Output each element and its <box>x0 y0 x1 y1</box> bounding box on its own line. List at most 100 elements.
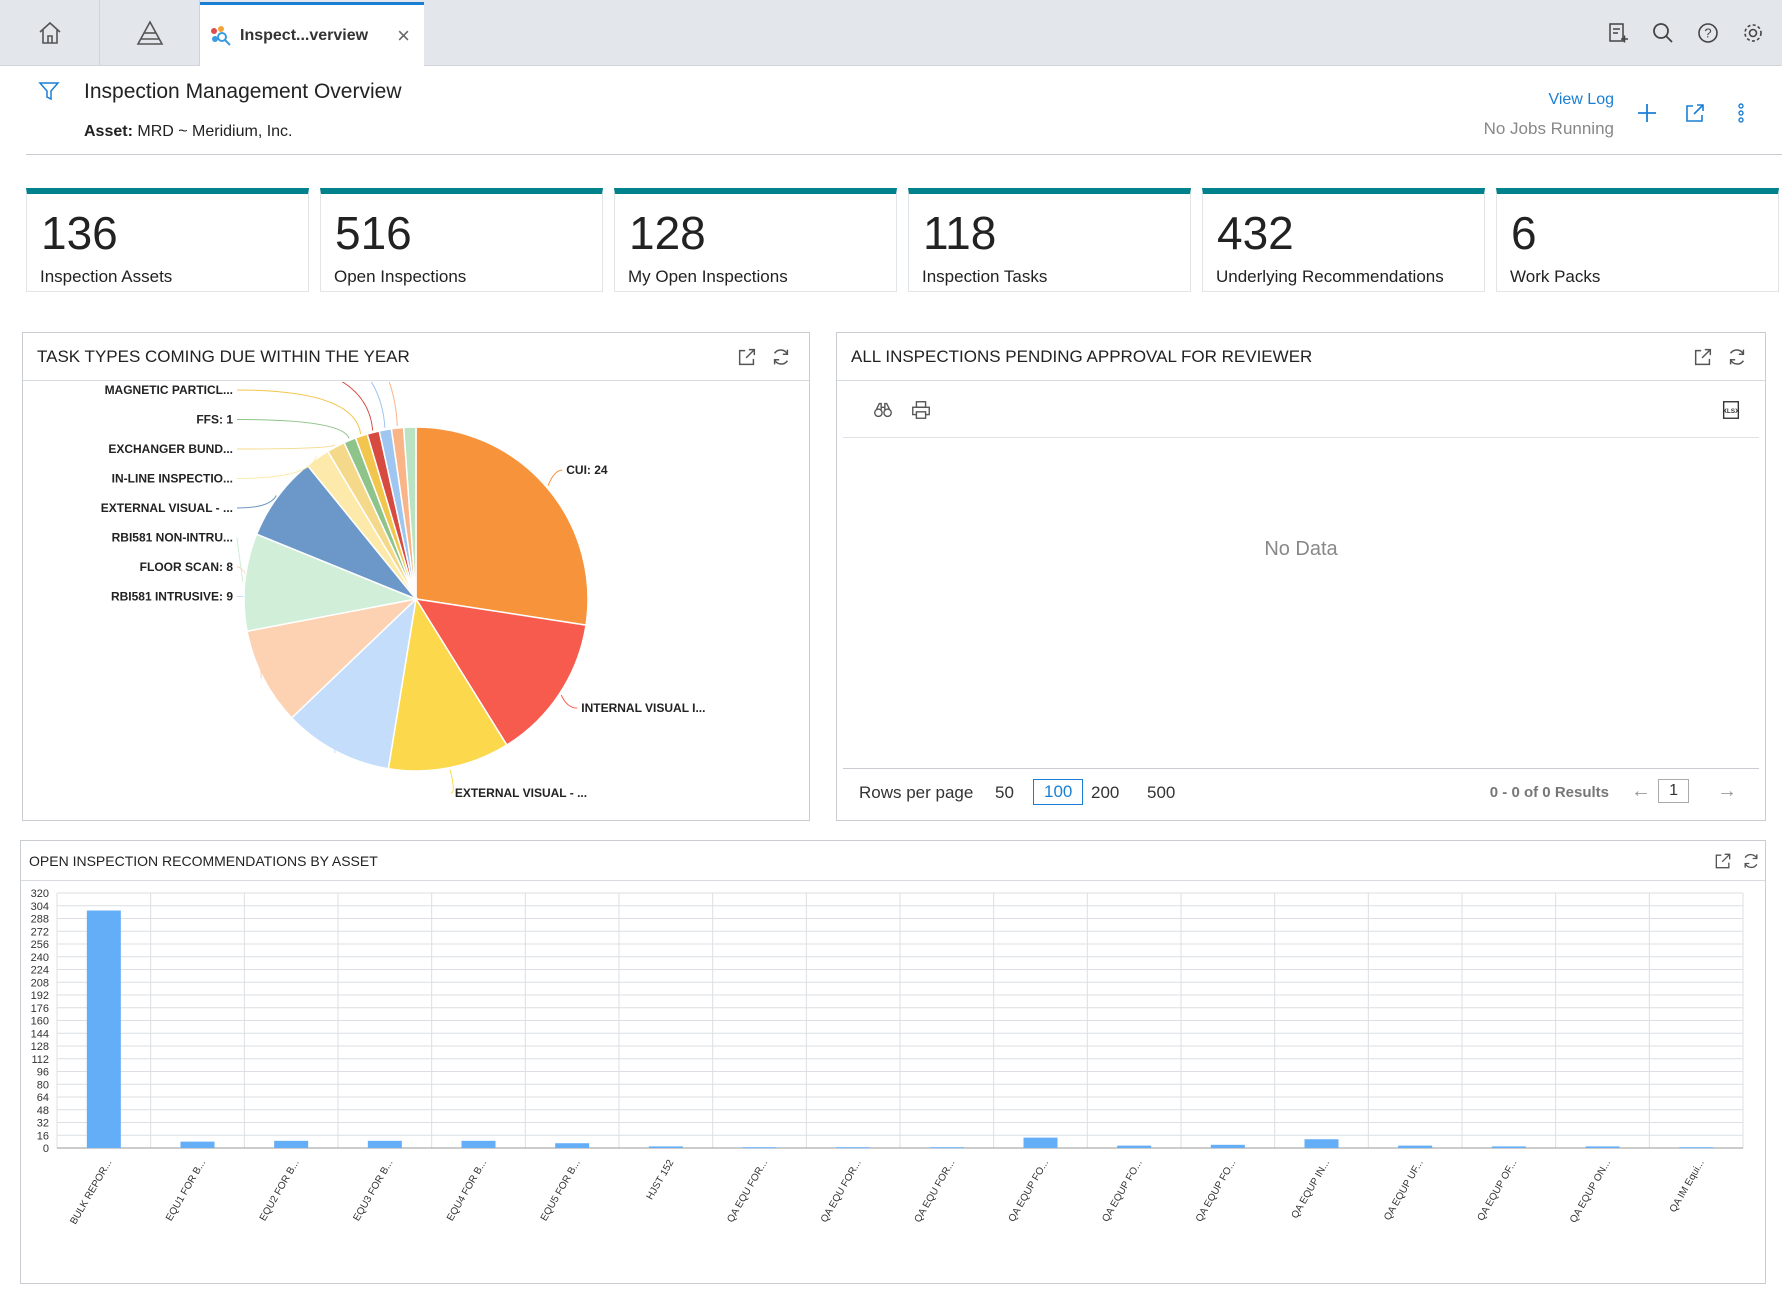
view-log-link[interactable]: View Log <box>1548 91 1614 108</box>
x-tick-label: BULK REPOR... <box>68 1158 114 1227</box>
filter-icon[interactable] <box>38 80 60 107</box>
pie-slice[interactable] <box>290 596 418 770</box>
pie-slice[interactable] <box>387 596 508 772</box>
bar[interactable] <box>836 1147 871 1149</box>
panel-title: OPEN INSPECTION RECOMMENDATIONS BY ASSET <box>21 841 1765 881</box>
bar[interactable] <box>1491 1146 1526 1148</box>
page-size-200[interactable]: 200 <box>1091 783 1120 802</box>
pie-slice-label: EXCHANGER BUND... <box>108 442 233 456</box>
x-tick-label: QA EQUP OF... <box>1476 1158 1520 1223</box>
print-icon[interactable] <box>909 398 933 422</box>
bar[interactable] <box>555 1143 590 1148</box>
x-tick-label: HJST 152 <box>645 1158 677 1202</box>
y-tick-label: 0 <box>43 1143 49 1155</box>
open-external-icon[interactable] <box>735 345 759 369</box>
kpi-value: 6 <box>1511 207 1537 259</box>
kpi-value: 432 <box>1217 207 1294 259</box>
refresh-icon[interactable] <box>1725 345 1749 369</box>
pie-slice[interactable] <box>402 426 417 600</box>
recommendations-bar-chart: 0163248648096112128144160176192208224240… <box>31 888 1744 1227</box>
bar[interactable] <box>1023 1137 1058 1148</box>
bar[interactable] <box>1210 1144 1245 1148</box>
top-navigation-bar: Inspect...verview × ? <box>0 0 1782 66</box>
asset-value: MRD ~ Meridium, Inc. <box>137 123 293 140</box>
kpi-value: 118 <box>923 207 997 259</box>
results-count: 0 - 0 of 0 Results <box>1489 784 1609 801</box>
kpi-inspection-assets[interactable]: 136 Inspection Assets <box>26 188 309 292</box>
tab-inspection-overview[interactable]: Inspect...verview × <box>200 2 424 66</box>
bar[interactable] <box>1585 1146 1620 1148</box>
asset-hierarchy-button[interactable] <box>100 0 200 66</box>
y-tick-label: 176 <box>31 1003 49 1015</box>
previous-page-arrow-icon[interactable]: ← <box>1631 780 1651 802</box>
x-tick-label: QA EQUP FO... <box>1194 1158 1238 1224</box>
bar[interactable] <box>86 910 121 1148</box>
svg-text:?: ? <box>1704 26 1711 41</box>
y-tick-label: 64 <box>37 1092 49 1104</box>
x-tick-label: EQU3 FOR B... <box>351 1158 395 1223</box>
page-size-100-selected[interactable]: 100 <box>1033 779 1084 805</box>
y-tick-label: 96 <box>37 1067 49 1079</box>
current-page[interactable]: 1 <box>1658 779 1689 803</box>
kpi-open-inspections[interactable]: 516 Open Inspections <box>320 188 603 292</box>
bar[interactable] <box>1304 1139 1339 1148</box>
pie-slice[interactable] <box>243 533 419 633</box>
kpi-my-open-inspections[interactable]: 128 My Open Inspections <box>614 188 897 292</box>
add-document-icon[interactable] <box>1605 20 1631 46</box>
jobs-status: No Jobs Running <box>1483 119 1614 138</box>
pie-slice-label: FLOOR SCAN: 8 <box>140 560 234 574</box>
y-tick-label: 320 <box>31 888 49 900</box>
x-tick-label: EQU5 FOR B... <box>539 1158 583 1223</box>
kpi-inspection-tasks[interactable]: 118 Inspection Tasks <box>908 188 1191 292</box>
open-external-icon[interactable] <box>1691 345 1715 369</box>
bar[interactable] <box>274 1140 309 1148</box>
refresh-icon[interactable] <box>769 345 793 369</box>
open-external-icon[interactable] <box>1682 100 1708 126</box>
page-size-50[interactable]: 50 <box>995 783 1014 802</box>
x-tick-label: EQU2 FOR B... <box>258 1158 302 1223</box>
add-icon[interactable] <box>1634 100 1660 126</box>
pie-slice[interactable] <box>415 426 589 626</box>
settings-gear-icon[interactable] <box>1740 20 1766 46</box>
task-types-pie-chart: CUI: 24 INTERNAL VISUAL I... EXTERNAL VISU… <box>101 382 705 800</box>
home-button[interactable] <box>0 0 100 66</box>
y-tick-label: 80 <box>37 1079 49 1091</box>
kpi-underlying-recommendations[interactable]: 432 Underlying Recommendations <box>1202 188 1485 292</box>
open-external-icon[interactable] <box>1711 849 1735 873</box>
close-tab-icon[interactable]: × <box>397 22 410 48</box>
y-tick-label: 304 <box>31 901 49 913</box>
pie-slice-label: RBI581 NON-INTRU... <box>112 531 233 545</box>
help-icon[interactable]: ? <box>1695 20 1721 46</box>
y-tick-label: 288 <box>31 914 49 926</box>
grid-toolbar: XLSX <box>843 382 1759 438</box>
bar[interactable] <box>367 1140 402 1148</box>
refresh-icon[interactable] <box>1739 849 1763 873</box>
bar[interactable] <box>929 1147 964 1149</box>
x-tick-label: QA IM Equi... <box>1668 1158 1707 1215</box>
export-xlsx-icon[interactable]: XLSX <box>1719 398 1743 422</box>
kpi-label: Open Inspections <box>334 267 467 286</box>
kpi-work-packs[interactable]: 6 Work Packs <box>1496 188 1779 292</box>
x-tick-label: QA EQUP UF... <box>1382 1158 1426 1223</box>
x-tick-label: QA EQUP FO... <box>1100 1158 1144 1224</box>
next-page-arrow-icon[interactable]: → <box>1717 780 1737 802</box>
pie-slice-label: EXTERNAL VISUAL - ... <box>455 786 587 800</box>
x-tick-label: QA EQU FOR... <box>725 1158 770 1225</box>
pie-slice[interactable] <box>246 597 419 719</box>
pie-slice-label: IN-LINE INSPECTIO... <box>112 472 233 486</box>
bar[interactable] <box>1117 1145 1152 1148</box>
bar[interactable] <box>180 1141 215 1148</box>
page-size-500[interactable]: 500 <box>1147 783 1176 802</box>
pie-slice-label: INTERNAL VISUAL I... <box>581 701 705 715</box>
y-tick-label: 240 <box>31 952 49 964</box>
bar[interactable] <box>648 1146 683 1148</box>
pie-slice[interactable] <box>414 598 587 747</box>
more-options-icon[interactable] <box>1728 100 1754 126</box>
bar[interactable] <box>461 1140 496 1148</box>
bar[interactable] <box>1679 1147 1714 1149</box>
bar[interactable] <box>1398 1145 1433 1148</box>
task-types-panel: TASK TYPES COMING DUE WITHIN THE YEAR CU… <box>22 332 810 821</box>
search-icon[interactable] <box>1650 20 1676 46</box>
find-binoculars-icon[interactable] <box>871 398 895 422</box>
bar[interactable] <box>742 1147 777 1149</box>
